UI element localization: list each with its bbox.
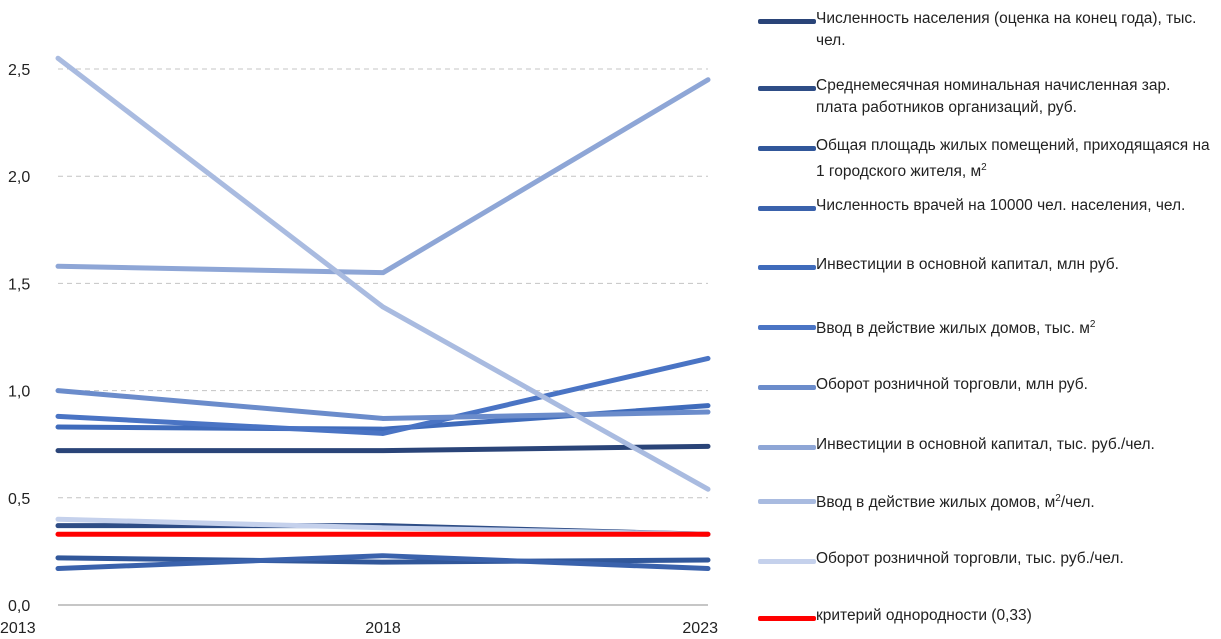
y-tick-label: 2,5 bbox=[8, 62, 30, 79]
legend-label: Среднемесячная номинальная начисленная з… bbox=[816, 77, 1171, 116]
legend-swatch bbox=[758, 265, 816, 270]
legend-item: Инвестиции в основной капитал, млн руб. bbox=[758, 254, 1216, 276]
legend-swatch bbox=[758, 325, 816, 330]
legend-item: Среднемесячная номинальная начисленная з… bbox=[758, 75, 1216, 119]
legend-swatch bbox=[758, 19, 816, 24]
x-tick-label: 2013 bbox=[0, 620, 36, 637]
legend-label: Ввод в действие жилых домов, тыс. м2 bbox=[816, 319, 1096, 338]
legend-swatch bbox=[758, 499, 816, 504]
legend-swatch bbox=[758, 616, 816, 621]
y-tick-label: 0,5 bbox=[8, 491, 30, 508]
legend-label: критерий однородности (0,33) bbox=[816, 607, 1032, 624]
legend-item: критерий однородности (0,33) bbox=[758, 605, 1216, 627]
series-lines bbox=[55, 55, 711, 572]
grid bbox=[58, 68, 708, 499]
legend-label: Инвестиции в основной капитал, млн руб. bbox=[816, 256, 1119, 273]
legend-swatch bbox=[758, 445, 816, 450]
legend-item: Ввод в действие жилых домов, м2/чел. bbox=[758, 488, 1216, 514]
legend-item: Общая площадь жилых помещений, приходяща… bbox=[758, 135, 1216, 183]
legend-swatch bbox=[758, 206, 816, 211]
legend-label: Численность врачей на 10000 чел. населен… bbox=[816, 197, 1186, 214]
legend-label: Инвестиции в основной капитал, тыс. руб.… bbox=[816, 436, 1155, 453]
legend-label: Оборот розничной торговли, млн руб. bbox=[816, 376, 1088, 393]
legend-item: Численность населения (оценка на конец г… bbox=[758, 8, 1216, 52]
series-line-8 bbox=[55, 77, 711, 276]
legend-item: Оборот розничной торговли, млн руб. bbox=[758, 374, 1216, 396]
legend-item: Оборот розничной торговли, тыс. руб./чел… bbox=[758, 548, 1216, 570]
series-line-3 bbox=[55, 555, 711, 565]
legend-swatch bbox=[758, 86, 816, 91]
legend-swatch bbox=[758, 146, 816, 151]
legend-label: Ввод в действие жилых домов, м2/чел. bbox=[816, 493, 1095, 512]
legend-swatch bbox=[758, 559, 816, 564]
legend-swatch bbox=[758, 385, 816, 390]
x-tick-label: 2023 bbox=[682, 620, 718, 637]
legend-item: Ввод в действие жилых домов, тыс. м2 bbox=[758, 314, 1216, 340]
series-line-6 bbox=[55, 355, 711, 436]
legend-label: Численность населения (оценка на конец г… bbox=[816, 10, 1197, 49]
y-tick-label: 2,0 bbox=[8, 169, 30, 186]
y-tick-label: 0,0 bbox=[8, 598, 30, 615]
x-tick-label: 2018 bbox=[365, 620, 401, 637]
y-tick-label: 1,0 bbox=[8, 384, 30, 401]
legend-item: Численность врачей на 10000 чел. населен… bbox=[758, 195, 1216, 217]
series-line-1 bbox=[55, 443, 711, 454]
legend-label: Общая площадь жилых помещений, приходяща… bbox=[816, 137, 1210, 181]
axes: 0,0 0,5 1,0 1,5 2,0 2,5 2013 2018 2023 bbox=[0, 62, 718, 637]
series-line-4 bbox=[55, 553, 711, 572]
legend-label: Оборот розничной торговли, тыс. руб./чел… bbox=[816, 550, 1124, 567]
legend-item: Инвестиции в основной капитал, тыс. руб.… bbox=[758, 434, 1216, 456]
y-tick-label: 1,5 bbox=[8, 276, 30, 293]
series-line-7 bbox=[55, 388, 711, 421]
series-line-9 bbox=[55, 55, 711, 492]
